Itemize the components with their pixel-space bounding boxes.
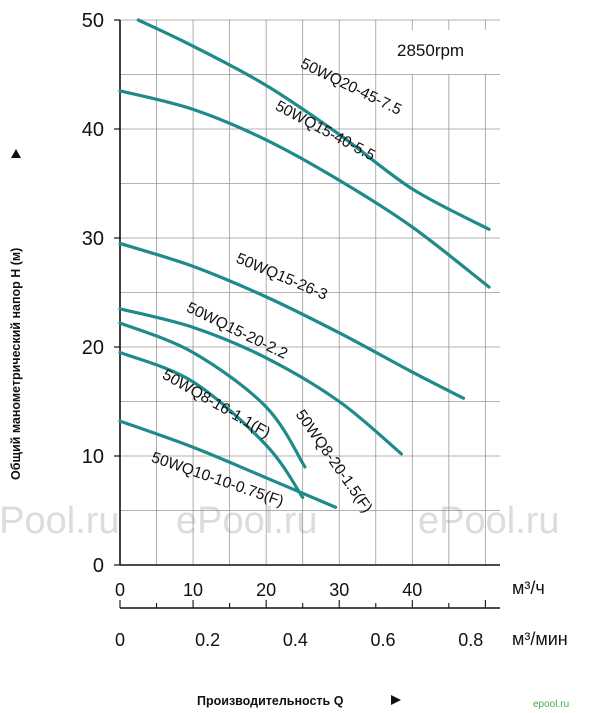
epool-logo: epool.ru: [533, 699, 569, 710]
series-label-3: 50WQ15-26-3: [234, 250, 330, 304]
axes: [114, 19, 500, 609]
y-tick-label: 10: [82, 446, 104, 468]
x-axis-title: Производительность Q: [197, 694, 344, 708]
series-line-5: [118, 321, 307, 469]
series-line-1: [136, 18, 491, 231]
x-tick-label-secondary: 0.6: [371, 630, 396, 650]
y-tick-label: 20: [82, 337, 104, 359]
watermark-right: ePool.ru: [418, 500, 560, 542]
series-label-6: 50WQ8-16-1.1(F): [159, 366, 273, 441]
series-line-2: [118, 89, 491, 289]
right-arrow-icon: [391, 695, 401, 705]
x-tick-label-secondary: 0.8: [458, 630, 483, 650]
watermark-center: ePool.ru: [176, 500, 318, 542]
x-tick-label-secondary: 0.2: [195, 630, 220, 650]
y-tick-label: 0: [93, 555, 104, 577]
y-axis-title-text: Общий манометрический напор H (м): [9, 248, 23, 480]
rpm-label: 2850rpm: [397, 41, 464, 60]
series-line-4: [118, 307, 403, 456]
series-line-3: [118, 241, 466, 400]
series-line-6: [118, 350, 305, 500]
x-unit-secondary: м³/мин: [512, 629, 568, 649]
rpm-box: [385, 30, 500, 74]
x-tick-label-secondary: 0.4: [283, 630, 308, 650]
y-tick-labels: 0 10 20 30 40 50: [82, 10, 104, 577]
x-tick-labels-primary: 0 10 20 30 40: [115, 580, 422, 600]
x-unit-primary: м³/ч: [512, 578, 545, 598]
x-tick-label-primary: 10: [183, 580, 203, 600]
curves: [118, 18, 491, 509]
y-tick-label: 50: [82, 10, 104, 32]
x-tick-label-primary: 40: [402, 580, 422, 600]
watermark-left: ePool.ru: [0, 500, 120, 542]
grid: [120, 19, 500, 565]
x-tick-label-primary: 20: [256, 580, 276, 600]
up-arrow-icon: [11, 149, 21, 158]
x-tick-label-primary: 30: [329, 580, 349, 600]
series-label-2: 50WQ15-40-5.5: [272, 98, 377, 165]
y-axis-title: Общий манометрический напор H (м): [9, 149, 23, 480]
x-tick-label-secondary: 0: [115, 630, 125, 650]
x-tick-label-primary: 0: [115, 580, 125, 600]
series-line-7: [118, 419, 338, 509]
y-tick-label: 30: [82, 228, 104, 250]
watermarks: ePool.ru ePool.ru ePool.ru: [0, 500, 560, 542]
y-tick-label: 40: [82, 119, 104, 141]
curve-labels: 50WQ20-45-7.550WQ15-40-5.550WQ15-26-350W…: [149, 55, 404, 516]
x-tick-labels-secondary: 0 0.2 0.4 0.6 0.8: [115, 630, 483, 650]
